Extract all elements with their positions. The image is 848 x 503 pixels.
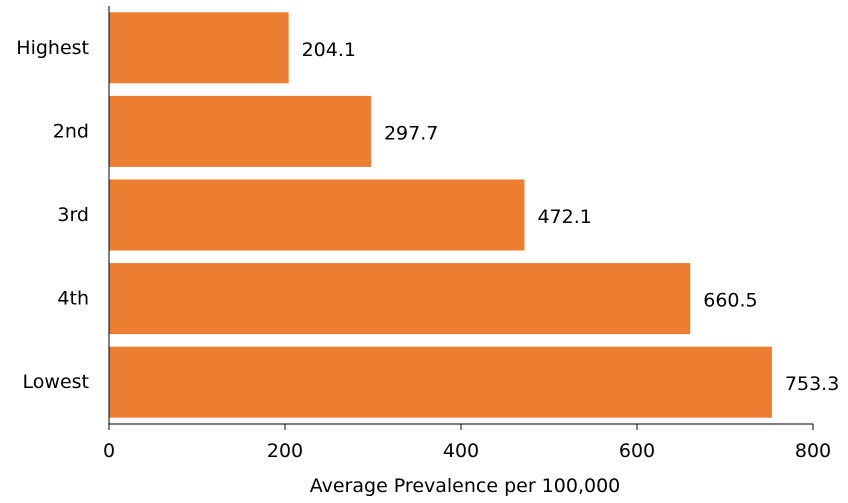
data-label-highest: 204.1 (302, 39, 356, 61)
bar-4th (109, 263, 691, 335)
x-tick-label-0: 0 (103, 440, 115, 462)
category-label-3rd: 3rd (57, 204, 89, 226)
data-label-3rd: 472.1 (537, 206, 591, 228)
x-tick-label-800: 800 (795, 440, 831, 462)
bar-3rd (109, 179, 525, 251)
x-tick-label-600: 600 (619, 440, 655, 462)
bar-lowest (109, 346, 772, 418)
category-labels: Highest 2nd 3rd 4th Lowest (16, 37, 89, 393)
data-label-lowest: 753.3 (785, 373, 839, 395)
bars-group (109, 12, 772, 418)
category-label-lowest: Lowest (23, 371, 89, 393)
bar-highest (109, 12, 289, 84)
category-label-highest: Highest (16, 37, 89, 59)
data-label-2nd: 297.7 (384, 122, 438, 144)
x-tick-label-400: 400 (443, 440, 479, 462)
data-label-4th: 660.5 (703, 290, 757, 312)
value-labels: 204.1 297.7 472.1 660.5 753.3 (302, 39, 840, 395)
x-axis-tick-labels: 0 200 400 600 800 (103, 440, 831, 462)
x-axis-title: Average Prevalence per 100,000 (310, 475, 621, 497)
x-tick-label-200: 200 (267, 440, 303, 462)
x-axis-ticks (108, 424, 814, 430)
category-label-4th: 4th (57, 288, 89, 310)
category-label-2nd: 2nd (53, 120, 89, 142)
bar-2nd (109, 95, 371, 167)
